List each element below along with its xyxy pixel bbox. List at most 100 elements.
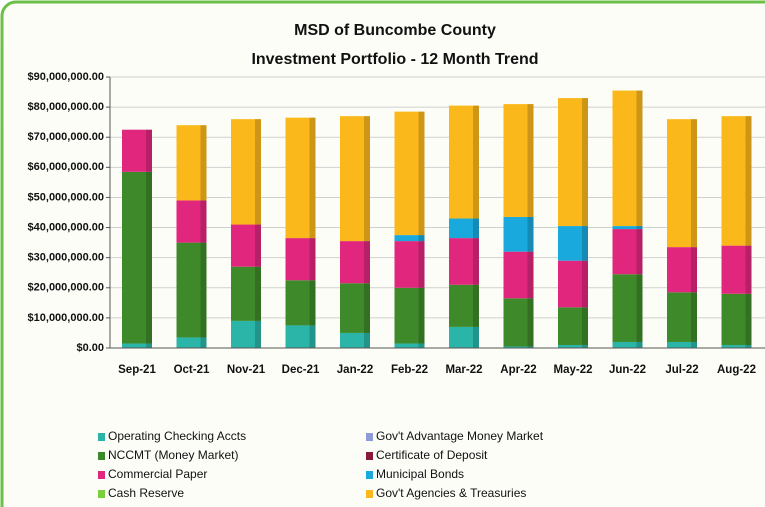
bar-shade <box>200 125 207 348</box>
y-tick-label: $70,000,000.00 <box>28 131 104 143</box>
bar-segment <box>340 241 370 284</box>
bar-segment <box>122 129 152 172</box>
bar-segment <box>449 284 479 327</box>
legend-label: NCCMT (Money Market) <box>108 448 238 462</box>
bar-segment <box>721 344 752 348</box>
bar-segment <box>394 241 425 288</box>
legend-swatch <box>98 433 105 441</box>
x-tick-label: Nov-21 <box>227 364 266 376</box>
x-tick-label: Dec-21 <box>282 364 320 376</box>
bar-segment <box>231 119 261 225</box>
legend-label: Municipal Bonds <box>376 467 464 481</box>
bar-segment <box>503 251 534 299</box>
legend-label: Gov't Advantage Money Market <box>376 429 544 443</box>
bar-shade <box>309 117 316 349</box>
x-tick-label: Mar-22 <box>445 364 482 376</box>
bar-shade <box>418 111 425 348</box>
bar-segment <box>122 343 152 348</box>
bar-segment <box>667 247 697 293</box>
bar-shade <box>255 119 261 349</box>
legend-label: Gov't Agencies & Treasuries <box>376 486 526 500</box>
y-tick-label: $80,000,000.00 <box>28 101 104 113</box>
bar-segment <box>231 320 261 348</box>
legend-label: Operating Checking Accts <box>108 429 246 443</box>
y-tick-label: $50,000,000.00 <box>28 191 104 203</box>
bar-segment <box>667 341 697 348</box>
bar-shade <box>636 90 643 349</box>
bar-segment <box>612 341 643 348</box>
bar-segment <box>558 344 588 348</box>
bar-segment <box>667 292 697 342</box>
bar-shade <box>146 129 152 348</box>
bar-segment <box>503 346 534 348</box>
bar-segment <box>503 298 534 347</box>
bar-shade <box>582 98 588 348</box>
bar-segment <box>667 119 697 248</box>
bar-segment <box>285 325 316 348</box>
bar-shade <box>527 104 534 348</box>
bar-segment <box>394 287 425 344</box>
y-tick-label: $30,000,000.00 <box>28 252 104 264</box>
bar-segment <box>721 116 752 246</box>
legend-swatch <box>98 490 105 498</box>
bar-segment <box>558 98 588 227</box>
bar-segment <box>503 104 534 218</box>
bar-segment <box>558 226 588 261</box>
legend-swatch <box>366 471 373 479</box>
bar-segment <box>449 238 479 285</box>
bar-segment <box>503 217 534 252</box>
y-tick-label: $40,000,000.00 <box>28 221 104 233</box>
x-tick-label: Apr-22 <box>500 364 536 376</box>
legend-label: Commercial Paper <box>108 467 207 481</box>
legend-swatch <box>366 452 373 460</box>
legend-label: Cash Reserve <box>108 486 184 500</box>
chart-title: MSD of Buncombe County <box>294 22 496 39</box>
y-tick-label: $0.00 <box>76 342 104 354</box>
bar-segment <box>340 332 370 348</box>
bar-segment <box>231 224 261 267</box>
legend-swatch <box>98 452 105 460</box>
bar-segment <box>285 238 316 281</box>
bar-segment <box>231 266 261 321</box>
bar-segment <box>558 307 588 345</box>
legend: Operating Checking Accts Gov't Advantage … <box>98 429 544 500</box>
bar-segment <box>449 326 479 348</box>
bar-shade <box>364 116 370 349</box>
x-tick-label: May-22 <box>554 364 593 376</box>
bar-segment <box>176 337 207 348</box>
x-tick-label: Jun-22 <box>609 364 646 376</box>
x-tick-label: Oct-21 <box>174 364 210 376</box>
x-tick-label: Sep-21 <box>118 364 156 376</box>
bar-segment <box>612 274 643 342</box>
x-tick-label: Jul-22 <box>665 364 698 376</box>
bar-shade <box>745 116 752 349</box>
legend-swatch <box>98 471 105 479</box>
bar-shade <box>691 119 697 349</box>
bar-segment <box>176 125 207 201</box>
axes: $0.00 $10,000,000.00 $20,000,000.00 $30,000… <box>28 71 765 376</box>
bar-segment <box>612 226 643 230</box>
bar-segment <box>176 242 207 338</box>
bar-segment <box>612 90 643 227</box>
bar-segment <box>394 235 425 242</box>
bar-segment <box>721 293 752 345</box>
bar-segment <box>721 245 752 294</box>
bar-segment <box>176 200 207 243</box>
bar-segment <box>122 171 152 344</box>
bar-segment <box>340 116 370 242</box>
bar-segment <box>340 283 370 333</box>
bar-segment <box>394 343 425 348</box>
bar-segment <box>612 229 643 275</box>
bar-shade <box>473 105 479 348</box>
y-tick-label: $60,000,000.00 <box>28 161 104 173</box>
legend-swatch <box>366 433 373 441</box>
bar-segment <box>449 218 479 239</box>
x-tick-label: Aug-22 <box>717 364 756 376</box>
legend-swatch <box>366 490 373 498</box>
bar-segment <box>394 111 425 236</box>
bar-segment <box>285 117 316 239</box>
y-tick-label: $20,000,000.00 <box>28 282 104 294</box>
x-tick-label: Jan-22 <box>337 364 373 376</box>
